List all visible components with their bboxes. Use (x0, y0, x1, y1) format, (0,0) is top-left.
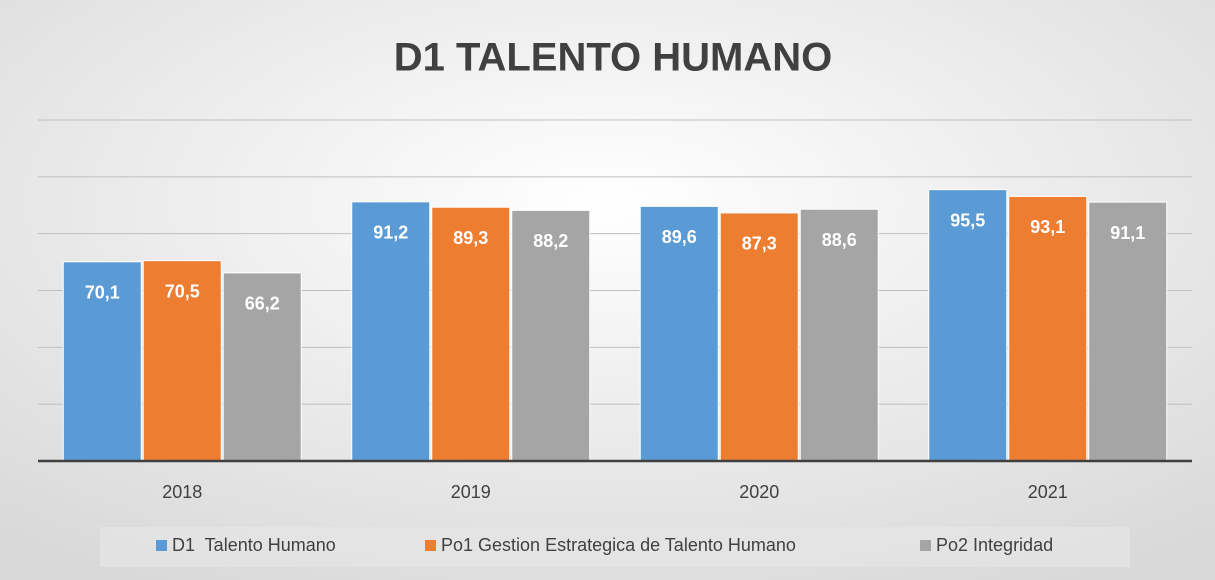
value-label: 89,3 (453, 228, 488, 248)
value-label: 93,1 (1030, 217, 1065, 237)
value-label: 88,2 (533, 231, 568, 251)
value-label: 66,2 (245, 294, 280, 314)
value-label: 87,3 (742, 234, 777, 254)
legend-label: Po1 Gestion Estrategica de Talento Human… (441, 535, 796, 555)
bar (222, 272, 302, 462)
x-tick-label: 2020 (739, 482, 779, 502)
value-label: 70,1 (85, 283, 120, 303)
value-label: 70,5 (165, 281, 200, 301)
bar (639, 205, 719, 462)
legend-label: D1 Talento Humano (172, 535, 336, 555)
value-label: 89,6 (662, 227, 697, 247)
bar (142, 260, 222, 462)
bar (1088, 201, 1168, 462)
bar (928, 189, 1008, 462)
legend-swatch (920, 540, 931, 551)
bar (62, 261, 142, 462)
value-label: 91,1 (1110, 223, 1145, 243)
bar (431, 206, 511, 462)
x-tick-label: 2019 (451, 482, 491, 502)
legend-swatch (425, 540, 436, 551)
legend-swatch (156, 540, 167, 551)
bar (1008, 195, 1088, 462)
legend-box (100, 527, 1130, 567)
bar (719, 212, 799, 462)
value-label: 95,5 (950, 210, 985, 230)
value-label: 91,2 (373, 223, 408, 243)
x-tick-label: 2021 (1028, 482, 1068, 502)
value-label: 88,6 (822, 230, 857, 250)
x-tick-label: 2018 (162, 482, 202, 502)
legend-label: Po2 Integridad (936, 535, 1053, 555)
chart-title: D1 TALENTO HUMANO (394, 36, 833, 80)
bar (799, 208, 879, 462)
